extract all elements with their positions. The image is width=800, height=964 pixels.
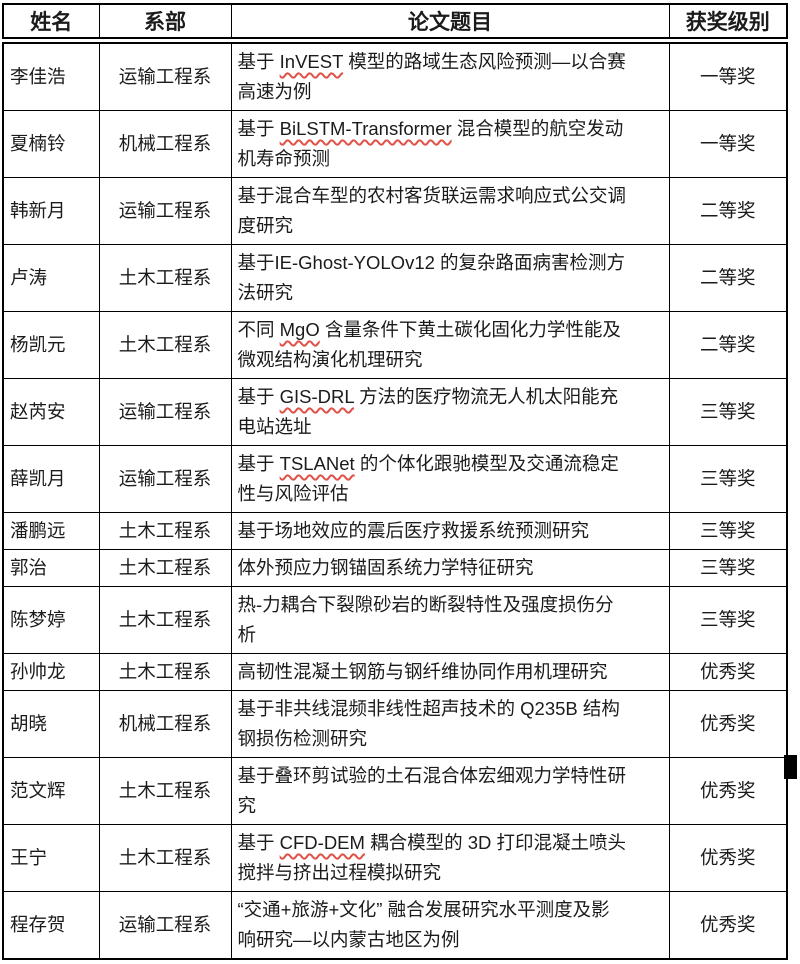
student-name[interactable]: 赵芮安 <box>2 378 100 446</box>
spellcheck-wavy-underline: InVEST <box>279 51 344 72</box>
department[interactable]: 土木工程系 <box>98 757 232 825</box>
award-level[interactable]: 优秀奖 <box>668 690 788 758</box>
spellcheck-wavy-underline: BiLSTM-Transformer <box>279 118 452 139</box>
department[interactable]: 土木工程系 <box>98 586 232 654</box>
table-row: 陈梦婷 土木工程系 热-力耦合下裂隙砂岩的断裂特性及强度损伤分 析三等奖 <box>2 586 788 654</box>
student-name[interactable]: 王宁 <box>2 824 100 892</box>
department[interactable]: 土木工程系 <box>98 244 232 312</box>
header-row: 姓名 系部 论文题目 获奖级别 <box>2 3 788 44</box>
student-name[interactable]: 陈梦婷 <box>2 586 100 654</box>
header-paper-title[interactable]: 论文题目 <box>230 3 670 44</box>
award-level[interactable]: 二等奖 <box>668 244 788 312</box>
department[interactable]: 土木工程系 <box>98 653 232 691</box>
paper-title[interactable]: 体外预应力钢锚固系统力学特征研究 <box>230 549 670 587</box>
header-name[interactable]: 姓名 <box>2 3 100 44</box>
spellcheck-wavy-underline: GIS-DRL <box>279 386 354 407</box>
table-row: 赵芮安 运输工程系 基于 GIS-DRL 方法的医疗物流无人机太阳能充 电站选址 三等… <box>2 378 788 446</box>
table-body: 李佳浩 运输工程系 基于 InVEST 模型的路域生态风险预测—以合赛 高速为例 一等… <box>2 40 788 960</box>
student-name[interactable]: 李佳浩 <box>2 40 100 111</box>
department[interactable]: 土木工程系 <box>98 549 232 587</box>
paper-title[interactable]: 基于 InVEST 模型的路域生态风险预测—以合赛 高速为例 <box>230 40 670 111</box>
award-level[interactable]: 优秀奖 <box>668 653 788 691</box>
paper-title[interactable]: 基于 TSLANet 的个体化跟驰模型及交通流稳定 性与风险评估 <box>230 445 670 513</box>
paper-title[interactable]: 基于IE-Ghost-YOLOv12 的复杂路面病害检测方 法研究 <box>230 244 670 312</box>
award-level[interactable]: 优秀奖 <box>668 824 788 892</box>
table-row: 韩新月 运输工程系 基于混合车型的农村客货联运需求响应式公交调 度研究 二等奖 <box>2 177 788 245</box>
award-level[interactable]: 三等奖 <box>668 549 788 587</box>
header-department[interactable]: 系部 <box>98 3 232 44</box>
award-level[interactable]: 二等奖 <box>668 177 788 245</box>
department[interactable]: 土木工程系 <box>98 824 232 892</box>
department[interactable]: 运输工程系 <box>98 891 232 960</box>
right-edge-marker <box>784 755 797 779</box>
paper-title[interactable]: 基于叠环剪试验的土石混合体宏细观力学特性研 究 <box>230 757 670 825</box>
table-row: 程存贺 运输工程系 “交通+旅游+文化” 融合发展研究水平测度及影 响研究—以内蒙古… <box>2 891 788 960</box>
student-name[interactable]: 杨凯元 <box>2 311 100 379</box>
spellcheck-wavy-underline: MgO <box>279 319 320 340</box>
paper-title[interactable]: 热-力耦合下裂隙砂岩的断裂特性及强度损伤分 析 <box>230 586 670 654</box>
department[interactable]: 机械工程系 <box>98 110 232 178</box>
department[interactable]: 机械工程系 <box>98 690 232 758</box>
student-name[interactable]: 薛凯月 <box>2 445 100 513</box>
table-row: 杨凯元 土木工程系 不同 MgO 含量条件下黄土碳化固化力学性能及 微观结构演化机理… <box>2 311 788 379</box>
table-row: 范文辉 土木工程系 基于叠环剪试验的土石混合体宏细观力学特性研 究优秀奖 <box>2 757 788 825</box>
department[interactable]: 土木工程系 <box>98 311 232 379</box>
table-row: 薛凯月 运输工程系 基于 TSLANet 的个体化跟驰模型及交通流稳定 性与风险评估… <box>2 445 788 513</box>
student-name[interactable]: 郭治 <box>2 549 100 587</box>
award-level[interactable]: 三等奖 <box>668 445 788 513</box>
table-row: 夏楠铃 机械工程系 基于 BiLSTM-Transformer 混合模型的航空发动 … <box>2 110 788 178</box>
table-row: 胡晓 机械工程系 基于非共线混频非线性超声技术的 Q235B 结构 钢损伤检测研究优… <box>2 690 788 758</box>
award-table: 姓名 系部 论文题目 获奖级别 李佳浩 运输工程系 基于 InVEST 模型的路域生… <box>2 3 788 960</box>
student-name[interactable]: 胡晓 <box>2 690 100 758</box>
award-level[interactable]: 优秀奖 <box>668 757 788 825</box>
paper-title[interactable]: 基于 CFD-DEM 耦合模型的 3D 打印混凝土喷头 搅拌与挤出过程模拟研究 <box>230 824 670 892</box>
spellcheck-wavy-underline: TSLANet <box>279 453 355 474</box>
header-award-level[interactable]: 获奖级别 <box>668 3 788 44</box>
award-level[interactable]: 二等奖 <box>668 311 788 379</box>
paper-title[interactable]: “交通+旅游+文化” 融合发展研究水平测度及影 响研究—以内蒙古地区为例 <box>230 891 670 960</box>
department[interactable]: 运输工程系 <box>98 177 232 245</box>
paper-title[interactable]: 基于 BiLSTM-Transformer 混合模型的航空发动 机寿命预测 <box>230 110 670 178</box>
student-name[interactable]: 范文辉 <box>2 757 100 825</box>
student-name[interactable]: 夏楠铃 <box>2 110 100 178</box>
table-row: 郭治 土木工程系 体外预应力钢锚固系统力学特征研究 三等奖 <box>2 549 788 587</box>
paper-title[interactable]: 高韧性混凝土钢筋与钢纤维协同作用机理研究 <box>230 653 670 691</box>
student-name[interactable]: 潘鹏远 <box>2 512 100 550</box>
table-row: 王宁 土木工程系 基于 CFD-DEM 耦合模型的 3D 打印混凝土喷头 搅拌与挤出… <box>2 824 788 892</box>
award-level[interactable]: 三等奖 <box>668 586 788 654</box>
student-name[interactable]: 卢涛 <box>2 244 100 312</box>
paper-title[interactable]: 不同 MgO 含量条件下黄土碳化固化力学性能及 微观结构演化机理研究 <box>230 311 670 379</box>
department[interactable]: 运输工程系 <box>98 378 232 446</box>
student-name[interactable]: 孙帅龙 <box>2 653 100 691</box>
award-level[interactable]: 一等奖 <box>668 110 788 178</box>
table-row: 李佳浩 运输工程系 基于 InVEST 模型的路域生态风险预测—以合赛 高速为例 一等… <box>2 40 788 111</box>
paper-title[interactable]: 基于 GIS-DRL 方法的医疗物流无人机太阳能充 电站选址 <box>230 378 670 446</box>
student-name[interactable]: 韩新月 <box>2 177 100 245</box>
spellcheck-wavy-underline: CFD-DEM <box>279 832 365 853</box>
award-level[interactable]: 三等奖 <box>668 512 788 550</box>
department[interactable]: 运输工程系 <box>98 445 232 513</box>
table-row: 潘鹏远 土木工程系 基于场地效应的震后医疗救援系统预测研究 三等奖 <box>2 512 788 550</box>
department[interactable]: 土木工程系 <box>98 512 232 550</box>
student-name[interactable]: 程存贺 <box>2 891 100 960</box>
paper-title[interactable]: 基于非共线混频非线性超声技术的 Q235B 结构 钢损伤检测研究 <box>230 690 670 758</box>
department[interactable]: 运输工程系 <box>98 40 232 111</box>
paper-title[interactable]: 基于场地效应的震后医疗救援系统预测研究 <box>230 512 670 550</box>
paper-title[interactable]: 基于混合车型的农村客货联运需求响应式公交调 度研究 <box>230 177 670 245</box>
award-level[interactable]: 一等奖 <box>668 40 788 111</box>
table-row: 孙帅龙 土木工程系 高韧性混凝土钢筋与钢纤维协同作用机理研究 优秀奖 <box>2 653 788 691</box>
award-level[interactable]: 三等奖 <box>668 378 788 446</box>
award-level[interactable]: 优秀奖 <box>668 891 788 960</box>
table-row: 卢涛 土木工程系 基于IE-Ghost-YOLOv12 的复杂路面病害检测方 法研究… <box>2 244 788 312</box>
